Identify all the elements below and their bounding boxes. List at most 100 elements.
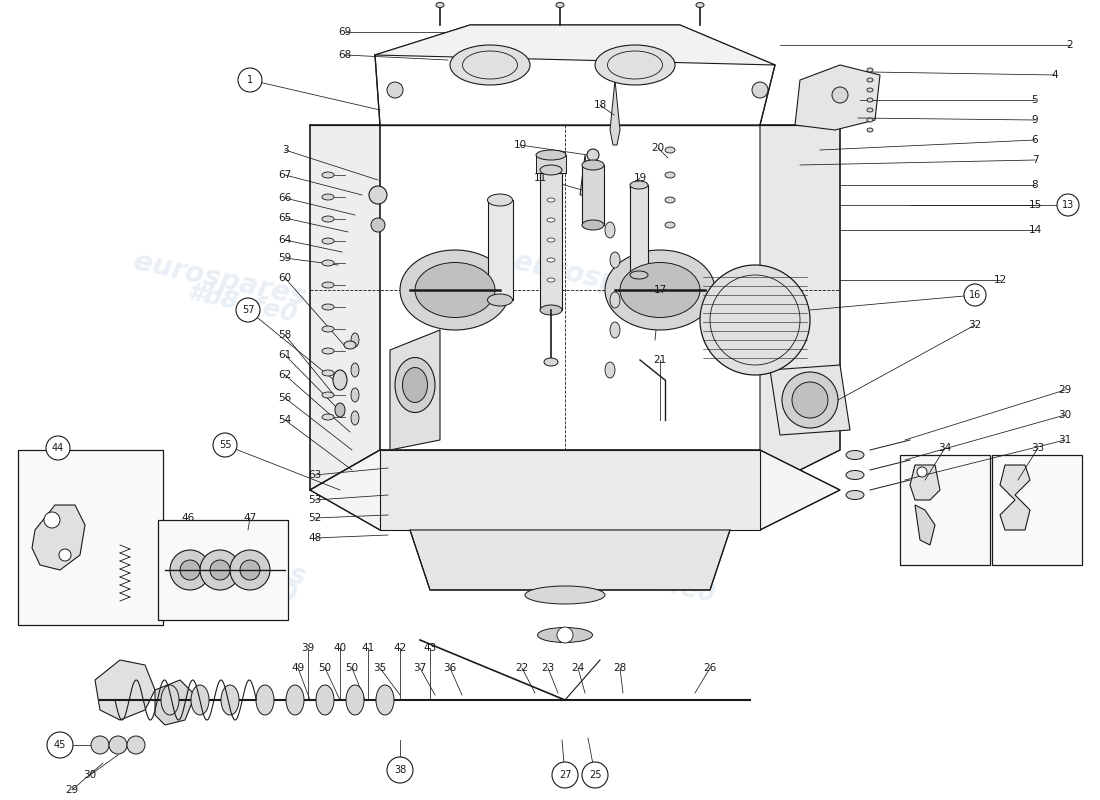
Polygon shape — [580, 155, 590, 195]
Polygon shape — [310, 450, 840, 530]
Text: 17: 17 — [653, 285, 667, 295]
Text: #b8cfe0: #b8cfe0 — [603, 561, 717, 607]
Circle shape — [230, 550, 270, 590]
Ellipse shape — [487, 294, 513, 306]
Text: eurospares: eurospares — [131, 248, 309, 312]
Polygon shape — [32, 505, 85, 570]
Ellipse shape — [846, 490, 864, 499]
Text: eurospares: eurospares — [512, 528, 689, 592]
Bar — [582, 165, 604, 225]
Ellipse shape — [322, 260, 334, 266]
Circle shape — [180, 560, 200, 580]
Ellipse shape — [322, 172, 334, 178]
Text: 36: 36 — [443, 663, 456, 673]
Polygon shape — [1000, 465, 1030, 530]
Circle shape — [240, 560, 260, 580]
Ellipse shape — [540, 305, 562, 315]
Ellipse shape — [351, 411, 359, 425]
Text: 53: 53 — [308, 495, 321, 505]
Ellipse shape — [587, 149, 600, 161]
Polygon shape — [770, 365, 850, 435]
Text: 25: 25 — [588, 770, 602, 780]
Text: 9: 9 — [1032, 115, 1038, 125]
Polygon shape — [910, 465, 940, 500]
Circle shape — [213, 433, 236, 457]
Polygon shape — [390, 330, 440, 450]
Text: 62: 62 — [278, 370, 292, 380]
Ellipse shape — [867, 118, 873, 122]
Ellipse shape — [867, 88, 873, 92]
Text: 4: 4 — [1052, 70, 1058, 80]
Text: 63: 63 — [308, 470, 321, 480]
Text: 1: 1 — [246, 75, 253, 85]
Text: 30: 30 — [84, 770, 97, 780]
Text: eurospares: eurospares — [131, 528, 309, 592]
Ellipse shape — [605, 222, 615, 238]
Ellipse shape — [415, 262, 495, 318]
Text: 31: 31 — [1058, 435, 1071, 445]
Ellipse shape — [191, 685, 209, 715]
Circle shape — [387, 82, 403, 98]
Text: 5: 5 — [1032, 95, 1038, 105]
Text: 22: 22 — [516, 663, 529, 673]
Text: 11: 11 — [534, 173, 547, 183]
Ellipse shape — [547, 238, 556, 242]
Ellipse shape — [867, 68, 873, 72]
Text: #b8cfe0: #b8cfe0 — [603, 281, 717, 327]
Text: 67: 67 — [278, 170, 292, 180]
Text: 61: 61 — [278, 350, 292, 360]
Text: 40: 40 — [333, 643, 346, 653]
Ellipse shape — [666, 222, 675, 228]
Ellipse shape — [487, 194, 513, 206]
Ellipse shape — [620, 262, 700, 318]
Ellipse shape — [666, 172, 675, 178]
Circle shape — [210, 560, 230, 580]
Ellipse shape — [556, 2, 564, 7]
Ellipse shape — [547, 258, 556, 262]
Text: 2: 2 — [1067, 40, 1074, 50]
Circle shape — [832, 87, 848, 103]
Ellipse shape — [547, 198, 556, 202]
Circle shape — [700, 265, 810, 375]
Text: 68: 68 — [339, 50, 352, 60]
Text: 46: 46 — [182, 513, 195, 523]
Ellipse shape — [867, 108, 873, 112]
Ellipse shape — [403, 367, 428, 402]
Circle shape — [91, 736, 109, 754]
Ellipse shape — [322, 370, 334, 376]
Text: 54: 54 — [278, 415, 292, 425]
Text: 50: 50 — [318, 663, 331, 673]
Text: 37: 37 — [414, 663, 427, 673]
Ellipse shape — [344, 341, 356, 349]
Ellipse shape — [450, 45, 530, 85]
Text: 47: 47 — [243, 513, 256, 523]
Circle shape — [44, 512, 60, 528]
Text: 10: 10 — [514, 140, 527, 150]
Ellipse shape — [544, 358, 558, 366]
Text: 65: 65 — [278, 213, 292, 223]
Polygon shape — [915, 505, 935, 545]
Text: 29: 29 — [1058, 385, 1071, 395]
Text: 27: 27 — [559, 770, 571, 780]
Bar — [536, 155, 566, 173]
Text: 59: 59 — [278, 253, 292, 263]
Text: 41: 41 — [362, 643, 375, 653]
Text: 14: 14 — [1028, 225, 1042, 235]
Polygon shape — [410, 530, 730, 590]
Ellipse shape — [316, 685, 334, 715]
Ellipse shape — [630, 271, 648, 279]
Text: 26: 26 — [703, 663, 716, 673]
Circle shape — [46, 436, 70, 460]
Text: 34: 34 — [938, 443, 952, 453]
Text: 8: 8 — [1032, 180, 1038, 190]
Ellipse shape — [400, 250, 510, 330]
Ellipse shape — [322, 194, 334, 200]
Bar — [992, 455, 1082, 565]
Polygon shape — [610, 80, 620, 145]
Bar — [630, 185, 648, 275]
Text: 6: 6 — [1032, 135, 1038, 145]
Circle shape — [170, 550, 210, 590]
Text: 16: 16 — [969, 290, 981, 300]
Text: 30: 30 — [1058, 410, 1071, 420]
Polygon shape — [795, 65, 880, 130]
